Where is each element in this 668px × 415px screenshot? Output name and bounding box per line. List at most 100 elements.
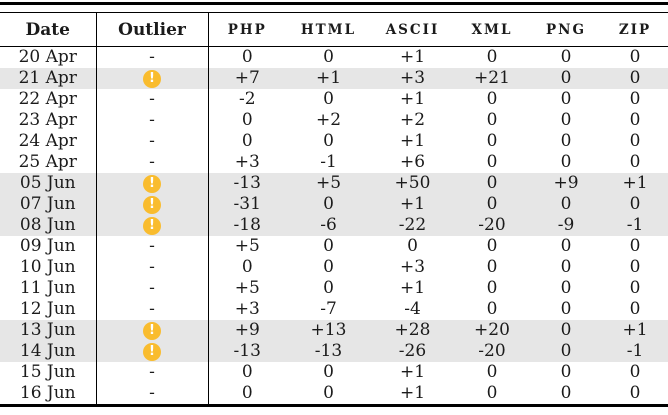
outlier-warning-icon: ! [143,174,161,193]
outlier-cell: - [96,110,209,131]
metric-cell-zip: +1 [622,320,648,340]
metric-cell-html: 0 [323,47,334,67]
table-top-rule [0,2,668,5]
metric-cell-zip: 0 [629,47,641,67]
metric-cell-zip: 0 [629,68,641,88]
metric-cell-xml: 0 [486,236,498,256]
table-header: Date Outlier PHP HTML ASCII XML PNG ZIP [0,12,668,47]
metric-cell-png: 0 [560,362,572,382]
outlier-warning-icon: ! [143,216,161,235]
metric-cell-png: 0 [560,68,572,88]
table-row: 12 Jun - +3 -7 -4 0 0 0 [0,299,668,320]
metric-cell-ascii: +1 [399,131,426,151]
outlier-cell: - [96,89,209,110]
metric-cell-php: +7 [234,68,260,88]
table-row: 22 Apr - -2 0 +1 0 0 0 [0,89,668,110]
metric-cell-ascii: +2 [399,110,426,130]
metric-cell-ascii: +1 [399,278,426,298]
metric-cell-xml: 0 [486,47,498,67]
outlier-cell: ! [96,341,209,362]
metric-cell-ascii: +50 [394,173,431,193]
metric-cell-zip: 0 [629,236,641,256]
date-cell: 05 Jun [0,173,97,194]
metric-cell-png: 0 [560,194,572,214]
no-outlier-dash: - [149,299,155,319]
metric-cell-png: 0 [560,47,572,67]
metric-cell-png: 0 [560,257,572,277]
no-outlier-dash: - [149,362,155,382]
table-row: 10 Jun - 0 0 +3 0 0 0 [0,257,668,278]
metric-cell-xml: 0 [486,299,498,319]
metric-cell-html: 0 [323,362,334,382]
outlier-cell: - [96,362,209,383]
column-header-xml: XML [471,21,513,38]
column-header-php: PHP [227,21,267,38]
metric-cell-zip: 0 [629,257,641,277]
no-outlier-dash: - [149,257,155,277]
metric-cell-ascii: +1 [399,194,426,214]
metric-cell-png: 0 [560,89,572,109]
no-outlier-dash: - [149,89,155,109]
metric-cell-xml: +20 [474,320,510,340]
metric-cell-php: 0 [241,47,253,67]
metric-cell-php: 0 [241,257,253,277]
date-cell: 24 Apr [0,131,97,152]
outlier-warning-icon: ! [143,342,161,361]
date-cell: 15 Jun [0,362,97,383]
outlier-diff-table: Date Outlier PHP HTML ASCII XML PNG ZIP … [0,12,668,407]
no-outlier-dash: - [149,47,155,67]
metric-cell-xml: 0 [486,152,498,172]
outlier-cell: ! [96,320,209,341]
metric-cell-png: +9 [553,173,579,193]
outlier-cell: - [96,152,209,173]
metric-cell-xml: 0 [486,383,498,403]
metric-cell-ascii: +1 [399,47,426,67]
table-row: 24 Apr - 0 0 +1 0 0 0 [0,131,668,152]
date-cell: 16 Jun [0,383,97,406]
metric-cell-php: 0 [241,383,253,403]
metric-cell-php: -13 [233,341,261,361]
metric-cell-zip: -1 [626,341,644,361]
metric-cell-html: 0 [323,278,334,298]
no-outlier-dash: - [149,131,155,151]
table-row: 07 Jun! -31 0 +1 0 0 0 [0,194,668,215]
metric-cell-zip: 0 [629,383,641,403]
outlier-cell: - [96,131,209,152]
metric-cell-ascii: +28 [394,320,431,340]
column-header-date: Date [0,12,97,47]
table-row: 11 Jun - +5 0 +1 0 0 0 [0,278,668,299]
no-outlier-dash: - [149,110,155,130]
date-cell: 13 Jun [0,320,97,341]
date-cell: 09 Jun [0,236,97,257]
metric-cell-php: 0 [241,110,253,130]
table-row: 15 Jun - 0 0 +1 0 0 0 [0,362,668,383]
no-outlier-dash: - [149,236,155,256]
column-header-png: PNG [545,21,587,38]
metric-cell-zip: 0 [629,194,641,214]
table-row: 13 Jun! +9 +13 +28 +20 0 +1 [0,320,668,341]
outlier-cell: - [96,236,209,257]
metric-cell-png: -9 [557,215,575,235]
metric-cell-zip: 0 [629,131,641,151]
date-cell: 20 Apr [0,46,97,68]
metric-cell-html: -6 [320,215,337,235]
header-row: Date Outlier PHP HTML ASCII XML PNG ZIP [0,12,668,47]
metric-cell-php: +5 [234,236,260,256]
metric-cell-php: 0 [241,131,253,151]
metric-cell-html: 0 [323,89,334,109]
metric-cell-html: +1 [315,68,342,88]
metric-cell-ascii: +3 [399,68,426,88]
metric-cell-png: 0 [560,320,572,340]
column-header-outlier: Outlier [96,12,209,47]
metric-cell-html: +2 [315,110,342,130]
table-row: 21 Apr! +7 +1 +3 +21 0 0 [0,68,668,89]
metric-cell-html: 0 [323,131,334,151]
metric-cell-xml: -20 [478,215,506,235]
metric-cell-xml: 0 [486,257,498,277]
metric-cell-ascii: 0 [407,236,418,256]
metric-cell-xml: 0 [486,362,498,382]
metric-cell-xml: 0 [486,194,498,214]
table-row: 23 Apr - 0 +2 +2 0 0 0 [0,110,668,131]
date-cell: 25 Apr [0,152,97,173]
